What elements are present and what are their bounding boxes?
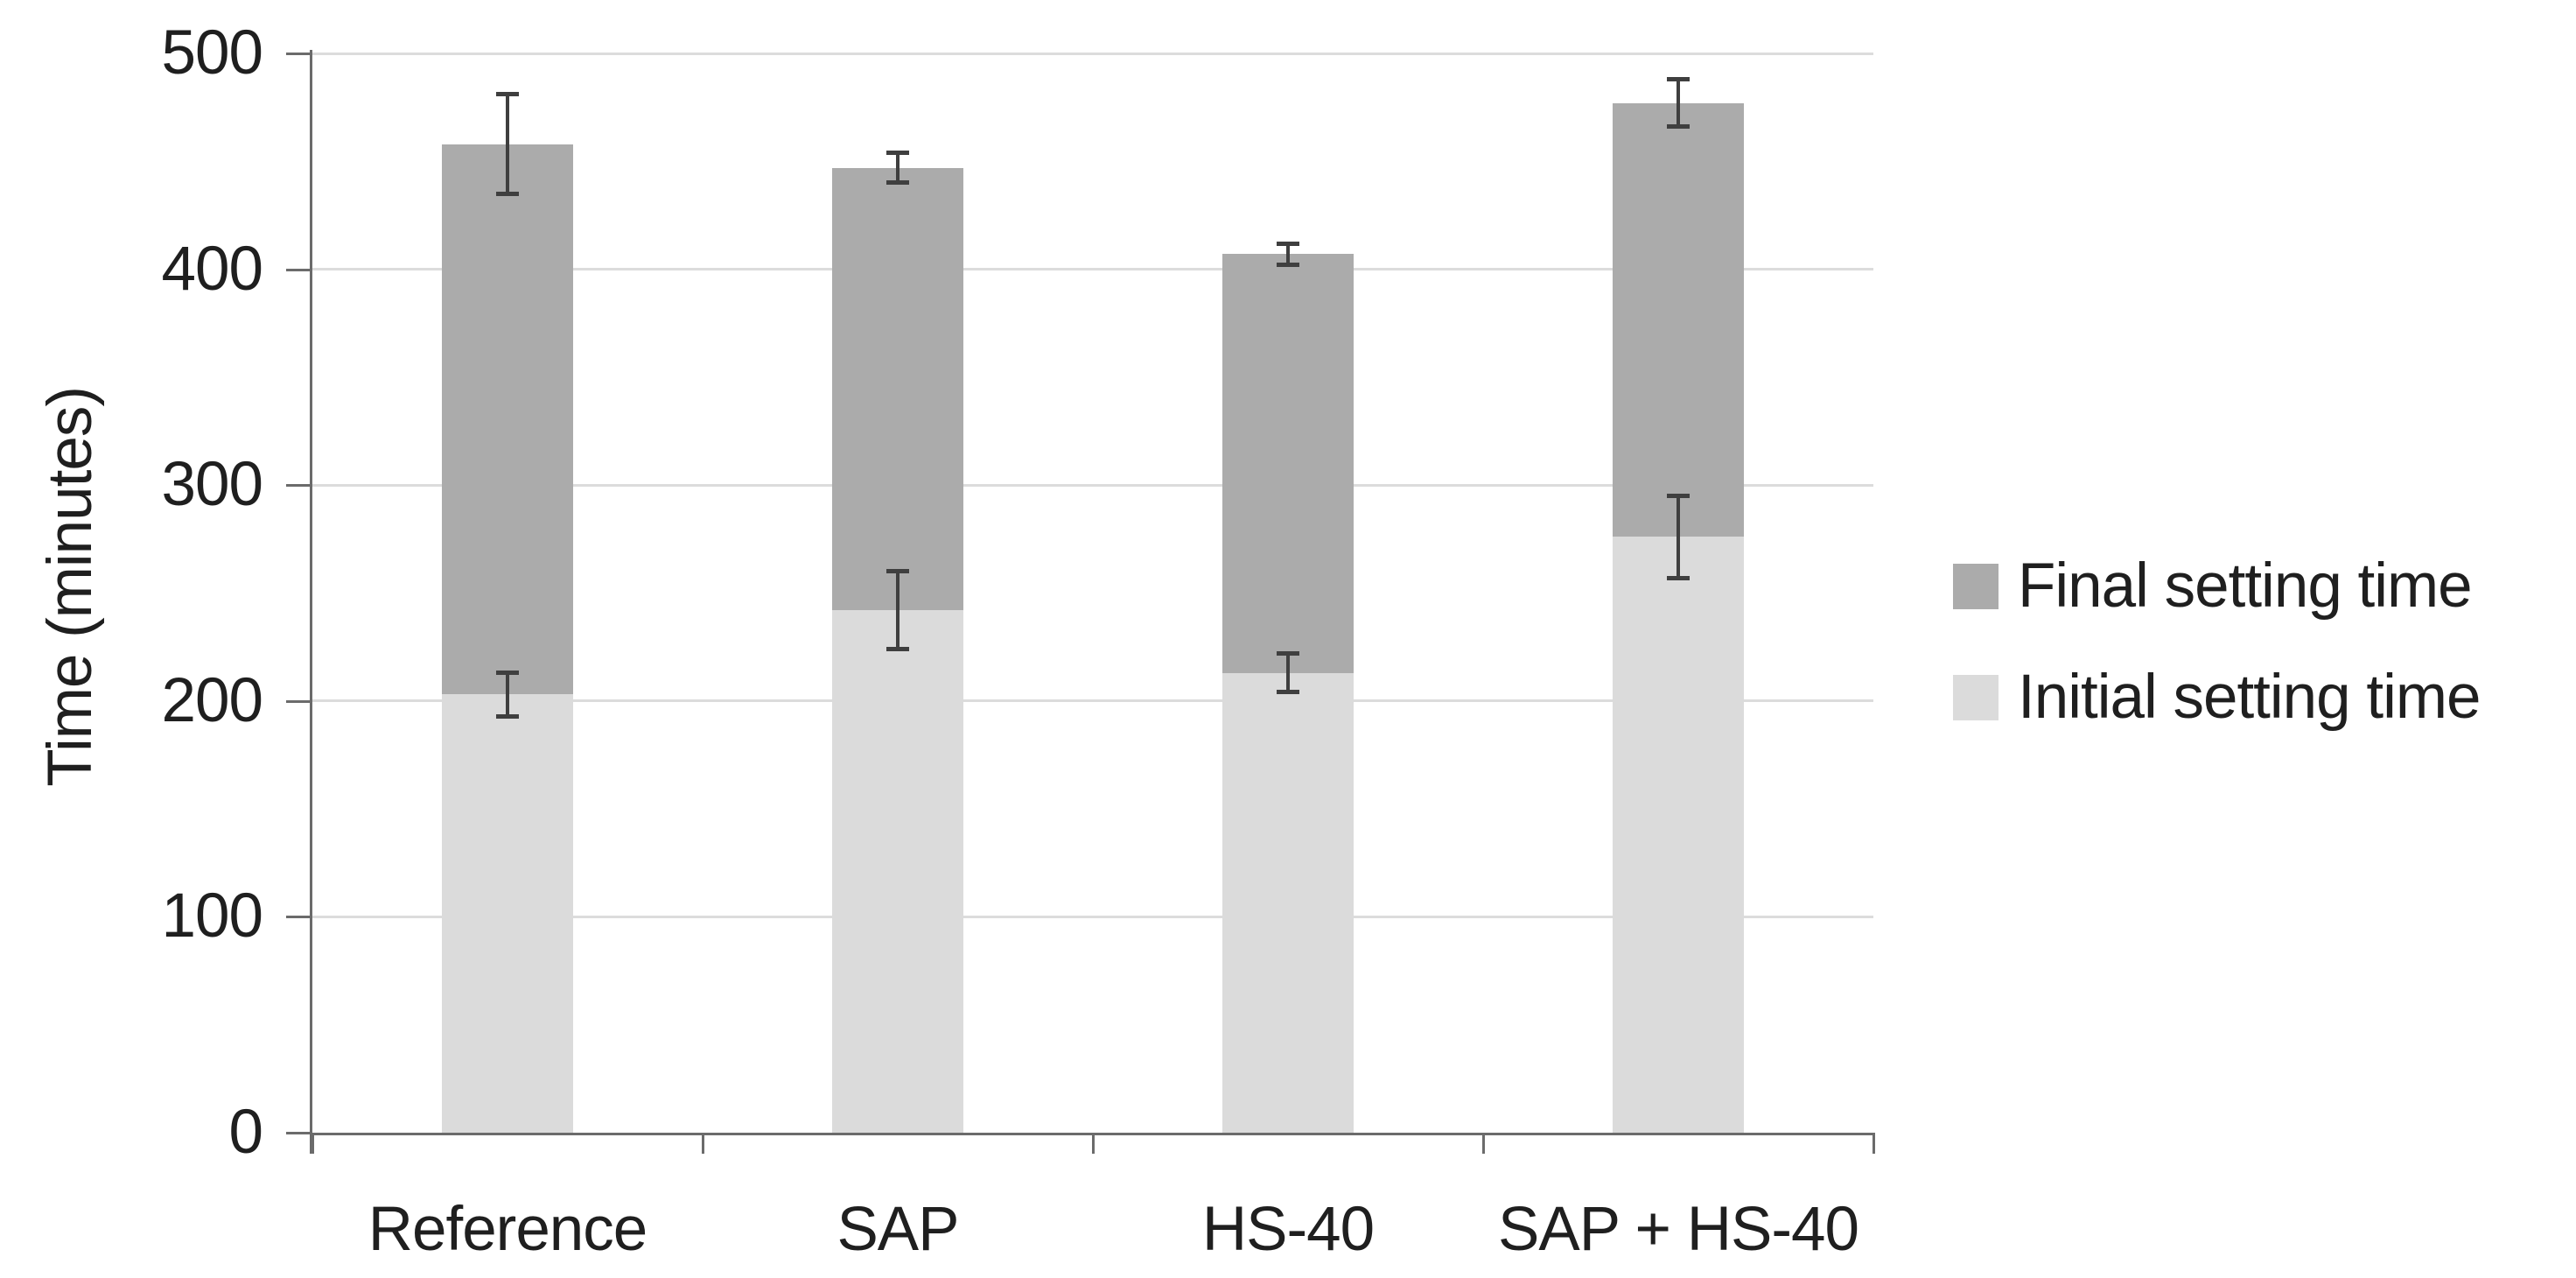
bar-segment-initial [442,694,573,1133]
error-bar-total-cap [1277,263,1299,268]
bar-segment-initial [1222,672,1354,1133]
error-bar-total-line [1676,79,1680,127]
error-bar-total-cap [1277,241,1299,246]
error-bar-total-line [506,94,509,194]
bar-segment-final [1222,254,1354,673]
error-bar-total-cap [1667,124,1690,130]
error-bar-initial-line [1286,653,1290,692]
bar-segment-final [832,167,963,611]
error-bar-total-cap [496,191,519,196]
y-tick-label: 400 [161,234,263,304]
gridline [312,268,1873,271]
y-axis-line [310,50,312,1154]
x-tick-label: SAP + HS-40 [1498,1195,1859,1264]
error-bar-initial-cap [886,569,909,574]
error-bar-initial-cap [1667,575,1690,580]
error-bar-initial-line [506,672,509,717]
error-bar-total-cap [886,150,909,155]
x-tick-label: SAP [836,1195,959,1264]
error-bar-total-cap [496,92,519,97]
y-axis-tick [286,699,312,703]
legend-swatch-initial [1953,675,1998,720]
legend-label: Final setting time [2018,551,2473,621]
error-bar-initial-cap [1277,651,1299,657]
legend-label: Initial setting time [2018,663,2482,732]
y-tick-label: 200 [161,665,263,735]
gridline [312,483,1873,487]
y-axis-tick [286,484,312,488]
error-bar-initial-cap [886,647,909,652]
error-bar-initial-cap [496,713,519,719]
x-axis-tick [1872,1133,1875,1154]
y-tick-label: 300 [161,450,263,520]
legend-swatch-final [1953,564,1998,609]
y-axis-tick [286,1132,312,1134]
x-tick-label: Reference [368,1195,648,1264]
y-tick-label: 500 [161,18,263,88]
x-tick-label: HS-40 [1201,1195,1375,1264]
error-bar-total-line [896,152,900,183]
bar-segment-final [442,144,573,695]
error-bar-initial-cap [496,671,519,676]
y-tick-label: 0 [228,1098,264,1167]
error-bar-initial-line [896,571,900,650]
x-axis-tick [702,1133,704,1154]
y-tick-label: 100 [161,881,263,951]
y-axis-tick [286,916,312,919]
error-bar-initial-line [1676,495,1680,579]
error-bar-initial-cap [1277,690,1299,695]
y-axis-tick [286,53,312,55]
error-bar-total-cap [1667,77,1690,82]
bar-segment-final [1613,102,1744,537]
bar-segment-initial [832,610,963,1133]
x-axis-line [310,1133,1873,1135]
error-bar-total-cap [886,180,909,186]
error-bar-initial-cap [1667,494,1690,499]
x-axis-tick [312,1133,314,1154]
gridline [312,52,1873,55]
x-axis-tick [1092,1133,1095,1154]
bar-segment-initial [1613,537,1744,1133]
gridline [312,915,1873,918]
x-axis-tick [1482,1133,1485,1154]
gridline [312,699,1873,703]
error-bar-total-line [1286,243,1290,265]
y-axis-tick [286,268,312,271]
